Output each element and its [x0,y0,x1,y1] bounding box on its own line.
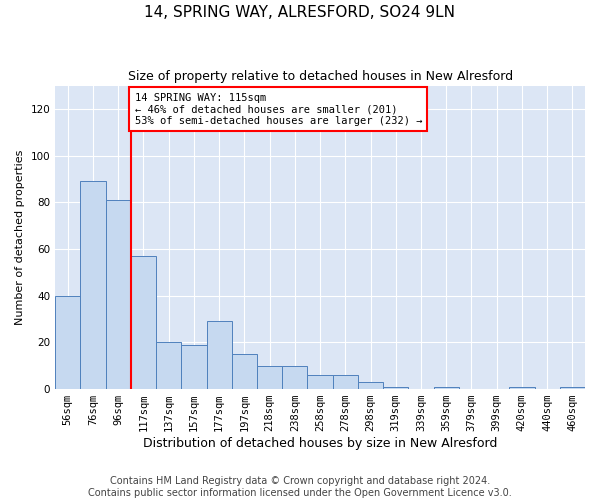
Bar [332,375,358,389]
Title: Size of property relative to detached houses in New Alresford: Size of property relative to detached ho… [128,70,512,83]
Bar [80,182,106,389]
Bar [55,296,80,389]
Bar [307,375,332,389]
Text: Contains HM Land Registry data © Crown copyright and database right 2024.
Contai: Contains HM Land Registry data © Crown c… [88,476,512,498]
Bar [206,322,232,389]
Bar [257,366,282,389]
Bar [181,344,206,389]
Bar [560,386,585,389]
X-axis label: Distribution of detached houses by size in New Alresford: Distribution of detached houses by size … [143,437,497,450]
Bar [383,386,409,389]
Bar [282,366,307,389]
Bar [434,386,459,389]
Bar [232,354,257,389]
Bar [131,256,156,389]
Text: 14, SPRING WAY, ALRESFORD, SO24 9LN: 14, SPRING WAY, ALRESFORD, SO24 9LN [145,5,455,20]
Y-axis label: Number of detached properties: Number of detached properties [15,150,25,325]
Text: 14 SPRING WAY: 115sqm
← 46% of detached houses are smaller (201)
53% of semi-det: 14 SPRING WAY: 115sqm ← 46% of detached … [134,92,422,126]
Bar [156,342,181,389]
Bar [106,200,131,389]
Bar [509,386,535,389]
Bar [358,382,383,389]
